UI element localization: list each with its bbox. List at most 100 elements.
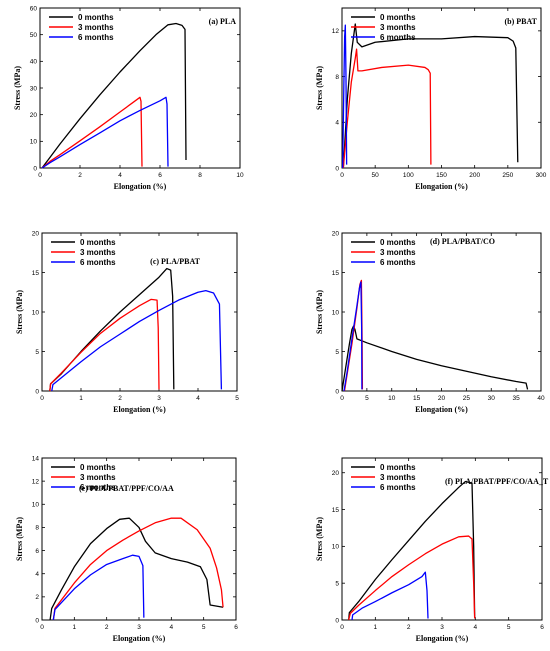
chart-panel-3: 0 1 2 3 4 5 0 5 10 15 20 Elongation (%) Stress (MPa)… <box>15 230 239 414</box>
legend-label-6-months: 6 months <box>380 33 416 42</box>
x-tick-label: 2 <box>118 395 122 402</box>
series-line-0-months <box>41 22 187 169</box>
x-tick-label: 0 <box>340 624 344 631</box>
y-tick-label: 0 <box>33 165 37 172</box>
series-line-6-months <box>351 571 429 621</box>
panel-label: (b) PBAT <box>504 17 537 26</box>
x-tick-label: 150 <box>436 172 447 179</box>
plot-frame <box>39 7 241 169</box>
x-axis-title: Elongation (%) <box>114 182 167 191</box>
x-axis-title: Elongation (%) <box>416 634 469 643</box>
y-tick-label: 20 <box>332 470 340 477</box>
x-axis-title: Elongation (%) <box>415 182 468 191</box>
series-line-0-months <box>342 23 519 169</box>
y-tick-label: 8 <box>335 74 339 81</box>
x-tick-label: 1 <box>374 624 378 631</box>
legend-label-6-months: 6 months <box>380 483 416 492</box>
y-tick-label: 12 <box>332 28 340 35</box>
y-tick-label: 10 <box>32 502 40 509</box>
y-tick-label: 4 <box>35 571 39 578</box>
x-tick-label: 4 <box>170 624 174 631</box>
chart-panel-6: 0 1 2 3 4 5 6 0 5 10 15 20 Elongation (%) Stress (MPa… <box>315 457 549 643</box>
y-tick-label: 60 <box>30 5 38 12</box>
y-tick-label: 6 <box>35 548 39 555</box>
x-tick-label: 5 <box>365 395 369 402</box>
panel-label: (e) PLA/PBAT/PPF/CO/AA <box>79 484 174 493</box>
chart-panel-2: 0 50 100 150 200 250 300 0 4 8 12 Elongation (%) Str… <box>315 7 547 191</box>
x-tick-label: 8 <box>198 172 202 179</box>
x-tick-label: 4 <box>474 624 478 631</box>
y-tick-label: 30 <box>30 85 38 92</box>
x-tick-label: 10 <box>236 172 244 179</box>
y-axis-title: Stress (MPa) <box>13 66 22 110</box>
x-tick-label: 0 <box>340 172 344 179</box>
y-tick-label: 15 <box>332 270 340 277</box>
legend-label-3-months: 3 months <box>80 248 116 257</box>
legend-label-0-months: 0 months <box>80 463 116 472</box>
y-tick-label: 15 <box>32 270 40 277</box>
chart-panel-4: 0 5 10 15 20 25 30 35 40 0 5 10 15 20 Elongation (%) St… <box>315 230 545 414</box>
x-tick-label: 5 <box>202 624 206 631</box>
y-tick-label: 40 <box>30 59 38 66</box>
x-tick-label: 0 <box>340 395 344 402</box>
x-tick-label: 1 <box>73 624 77 631</box>
series-line-3-months <box>41 96 143 169</box>
series-line-3-months <box>52 517 224 621</box>
x-tick-label: 10 <box>388 395 396 402</box>
x-tick-label: 30 <box>488 395 496 402</box>
x-tick-label: 6 <box>234 624 238 631</box>
y-tick-label: 12 <box>32 478 40 485</box>
y-axis-title: Stress (MPa) <box>315 290 324 334</box>
y-tick-label: 0 <box>35 617 39 624</box>
y-tick-label: 20 <box>30 112 38 119</box>
x-tick-label: 25 <box>463 395 471 402</box>
y-axis-title: Stress (MPa) <box>15 290 24 334</box>
x-tick-label: 0 <box>40 624 44 631</box>
legend-label-0-months: 0 months <box>380 463 416 472</box>
y-tick-label: 0 <box>335 388 339 395</box>
x-tick-label: 0 <box>38 172 42 179</box>
x-tick-label: 100 <box>403 172 414 179</box>
y-axis-title: Stress (MPa) <box>315 66 324 110</box>
panel-label: (a) PLA <box>209 17 237 26</box>
series-line-0-months <box>348 480 476 621</box>
x-tick-label: 15 <box>413 395 421 402</box>
panel-label: (c) PLA/PBAT <box>150 257 201 266</box>
x-tick-label: 3 <box>440 624 444 631</box>
y-tick-label: 2 <box>35 594 39 601</box>
plot-frame <box>341 232 542 392</box>
y-tick-label: 10 <box>332 309 340 316</box>
legend-label-0-months: 0 months <box>78 13 114 22</box>
x-tick-label: 5 <box>235 395 239 402</box>
legend-label-0-months: 0 months <box>380 13 416 22</box>
x-tick-label: 6 <box>158 172 162 179</box>
series-line-3-months <box>49 298 160 392</box>
panel-label: (f) PLA/PBAT/PPF/CO/AA_T <box>445 477 549 486</box>
y-tick-label: 0 <box>335 617 339 624</box>
x-tick-label: 4 <box>196 395 200 402</box>
legend-label-6-months: 6 months <box>78 33 114 42</box>
legend-label-6-months: 6 months <box>80 258 116 267</box>
x-axis-title: Elongation (%) <box>415 405 468 414</box>
y-axis-title: Stress (MPa) <box>315 517 324 561</box>
y-tick-label: 0 <box>35 388 39 395</box>
legend-label-3-months: 3 months <box>80 473 116 482</box>
legend-label-6-months: 6 months <box>80 483 116 492</box>
y-tick-label: 50 <box>30 32 38 39</box>
x-axis-title: Elongation (%) <box>113 634 166 643</box>
x-tick-label: 200 <box>469 172 480 179</box>
y-tick-label: 4 <box>335 120 339 127</box>
plot-frame <box>41 232 238 392</box>
y-tick-label: 20 <box>32 230 40 237</box>
x-tick-label: 5 <box>507 624 511 631</box>
x-tick-label: 2 <box>407 624 411 631</box>
chart-panel-1: 0 2 4 6 8 10 0 10 20 30 40 50 60 Elongation (%) Stress… <box>13 5 244 191</box>
legend-label-3-months: 3 months <box>380 473 416 482</box>
x-tick-label: 3 <box>137 624 141 631</box>
y-tick-label: 20 <box>332 230 340 237</box>
series-line-6-months <box>52 554 145 621</box>
y-tick-label: 10 <box>332 544 340 551</box>
legend-label-6-months: 6 months <box>380 258 416 267</box>
series-line-6-months <box>342 24 348 169</box>
